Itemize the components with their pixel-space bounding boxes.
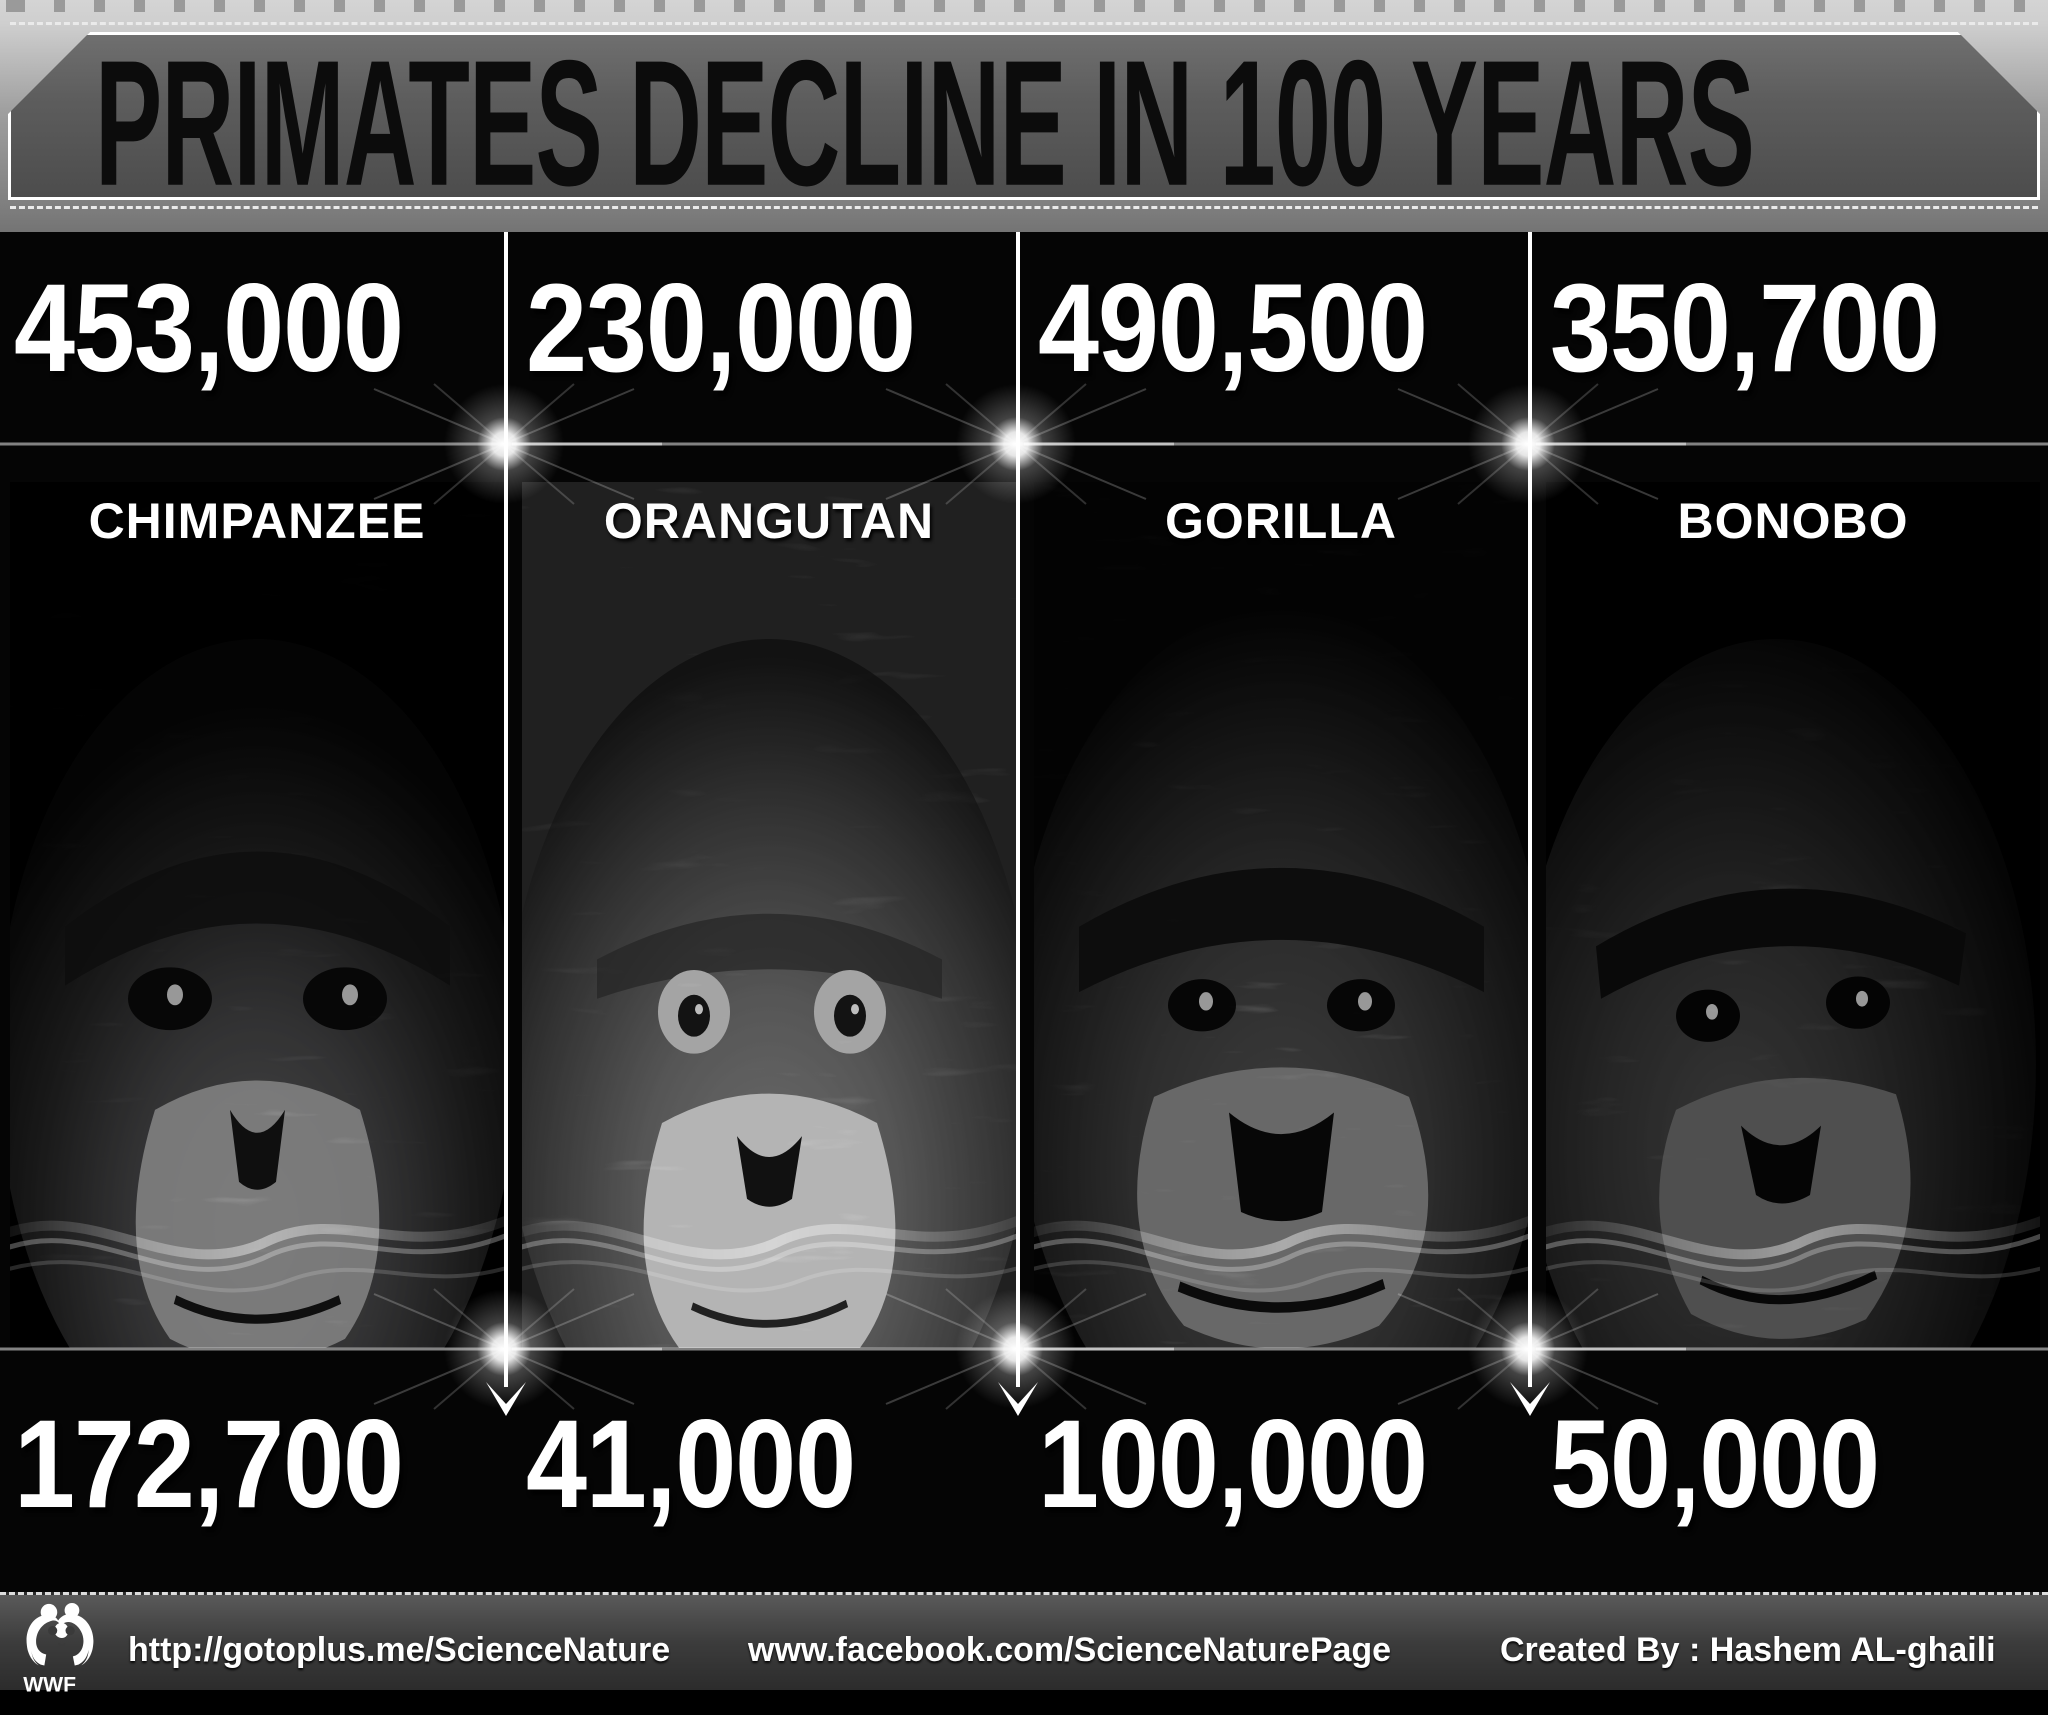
svg-text:WWF: WWF — [23, 1673, 76, 1695]
